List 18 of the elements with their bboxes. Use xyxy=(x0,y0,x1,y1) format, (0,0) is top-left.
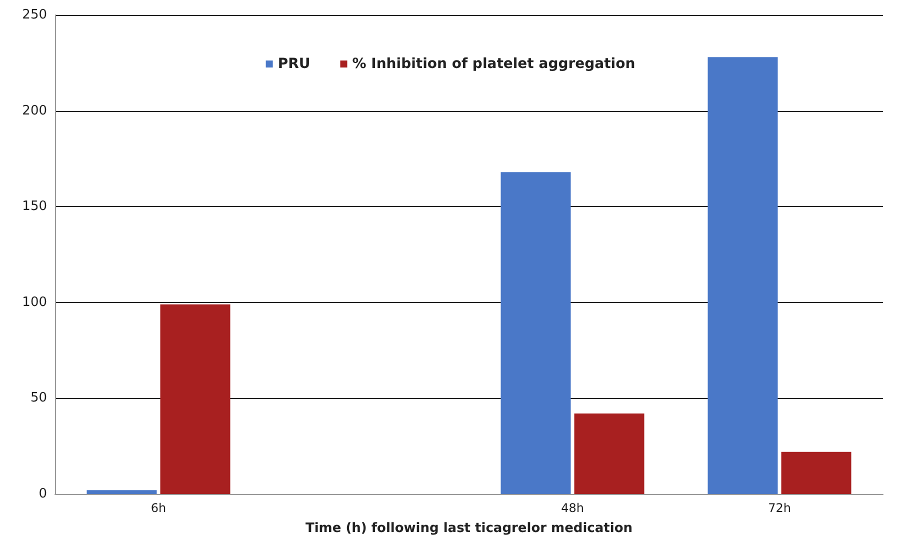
bar xyxy=(86,490,157,494)
bar xyxy=(500,172,571,494)
legend-label: PRU xyxy=(278,56,310,72)
bar xyxy=(574,414,644,494)
y-tick-label: 250 xyxy=(22,8,47,22)
x-axis-title: Time (h) following last ticagrelor medication xyxy=(305,521,633,536)
y-tick-label: 150 xyxy=(22,199,47,214)
bar xyxy=(160,304,230,494)
y-tick-label: 100 xyxy=(22,294,47,310)
bar xyxy=(708,57,778,494)
y-tick-label: 50 xyxy=(30,390,47,406)
x-tick-label: 72h xyxy=(768,501,791,515)
bar xyxy=(781,452,852,494)
x-tick-label: 6h xyxy=(150,501,166,515)
legend-label: % Inhibition of platelet aggregation xyxy=(352,56,636,72)
y-tick-label: 200 xyxy=(22,103,47,118)
y-tick-label: 0 xyxy=(38,486,47,502)
x-tick-label: 48h xyxy=(561,501,584,515)
